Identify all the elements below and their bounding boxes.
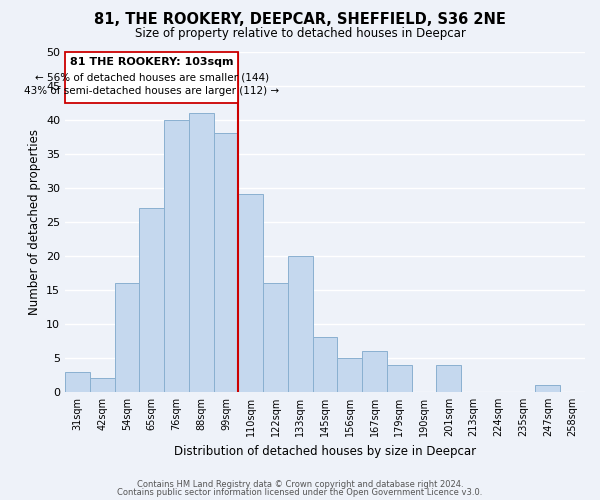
Bar (288, 256, 313, 392)
Bar (90, 378, 115, 392)
Bar (214, 133, 238, 392)
Bar (436, 364, 461, 392)
Text: Size of property relative to detached houses in Deepcar: Size of property relative to detached ho… (134, 28, 466, 40)
Text: 43% of semi-detached houses are larger (112) →: 43% of semi-detached houses are larger (… (24, 86, 279, 97)
Bar (238, 194, 263, 392)
Bar (263, 283, 288, 392)
Bar (362, 351, 387, 392)
Bar (139, 208, 164, 392)
Text: ← 56% of detached houses are smaller (144): ← 56% of detached houses are smaller (14… (35, 72, 269, 82)
Bar (337, 358, 362, 392)
FancyBboxPatch shape (65, 52, 238, 102)
X-axis label: Distribution of detached houses by size in Deepcar: Distribution of detached houses by size … (174, 444, 476, 458)
Bar (65, 372, 90, 392)
Bar (535, 385, 560, 392)
Text: Contains public sector information licensed under the Open Government Licence v3: Contains public sector information licen… (118, 488, 482, 497)
Bar (164, 120, 189, 392)
Text: 81, THE ROOKERY, DEEPCAR, SHEFFIELD, S36 2NE: 81, THE ROOKERY, DEEPCAR, SHEFFIELD, S36… (94, 12, 506, 28)
Y-axis label: Number of detached properties: Number of detached properties (28, 128, 41, 314)
Bar (387, 364, 412, 392)
Bar (189, 113, 214, 392)
Bar (115, 283, 139, 392)
Bar (313, 338, 337, 392)
Text: 81 THE ROOKERY: 103sqm: 81 THE ROOKERY: 103sqm (70, 56, 233, 66)
Text: Contains HM Land Registry data © Crown copyright and database right 2024.: Contains HM Land Registry data © Crown c… (137, 480, 463, 489)
